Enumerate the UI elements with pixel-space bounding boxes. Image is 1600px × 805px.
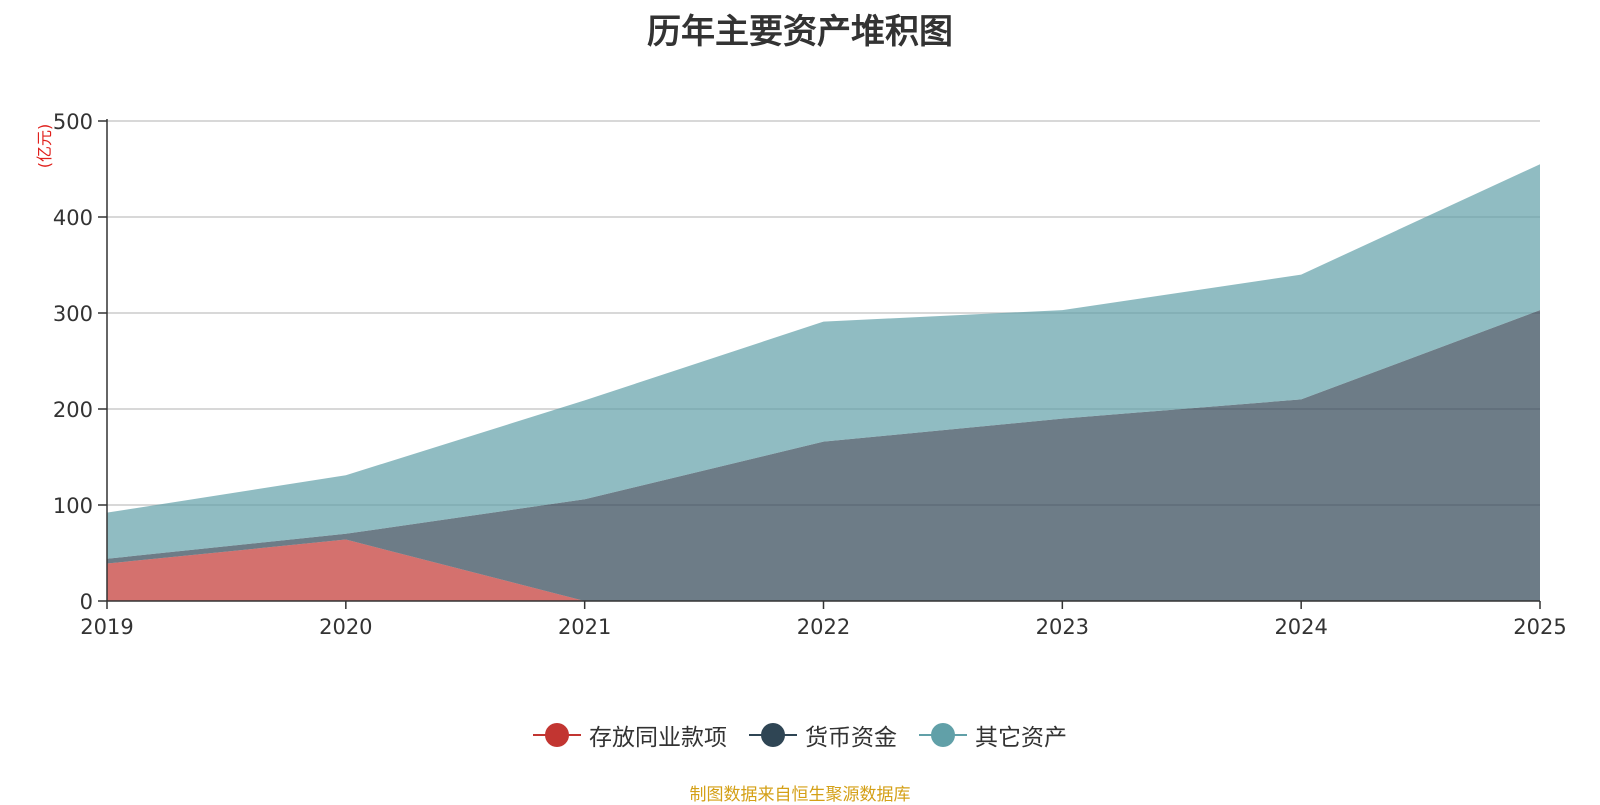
x-tick-label: 2022 — [797, 615, 850, 639]
x-tick-label: 2023 — [1036, 615, 1089, 639]
legend-item-1[interactable]: 存放同业款项 — [533, 718, 727, 752]
legend-item-2[interactable]: 货币资金 — [749, 718, 897, 752]
y-tick-label: 500 — [53, 110, 93, 134]
legend-item-3[interactable]: 其它资产 — [919, 718, 1067, 752]
x-tick-label: 2019 — [80, 615, 133, 639]
x-tick-label: 2020 — [319, 615, 372, 639]
legend-marker-icon — [919, 723, 967, 747]
area-series-3 — [107, 164, 1540, 559]
legend-label: 其它资产 — [975, 725, 1067, 751]
chart-title: 历年主要资产堆积图 — [647, 12, 953, 52]
x-tick-label: 2025 — [1513, 615, 1566, 639]
y-tick-label: 400 — [53, 206, 93, 230]
y-tick-label: 200 — [53, 398, 93, 422]
source-note: 制图数据来自恒生聚源数据库 — [689, 785, 911, 805]
x-tick-label: 2024 — [1274, 615, 1327, 639]
y-tick-label: 300 — [53, 302, 93, 326]
y-tick-label: 100 — [53, 494, 93, 518]
area-series-1 — [107, 539, 1540, 601]
legend-marker-icon — [749, 723, 797, 747]
x-tick-label: 2021 — [558, 615, 611, 639]
area-series-2 — [107, 310, 1540, 601]
legend-label: 存放同业款项 — [589, 725, 727, 751]
y-unit-label: (亿元) — [35, 124, 54, 169]
legend: 存放同业款项 货币资金 其它资产 — [0, 718, 1600, 752]
series-areas — [107, 164, 1540, 601]
axes — [98, 119, 1541, 609]
legend-marker-icon — [533, 723, 581, 747]
y-tick-label: 0 — [80, 590, 93, 614]
axis-labels: 0 100 200 300 400 500 2019 2020 2021 2022 2023 2024… — [35, 110, 1567, 639]
legend-label: 货币资金 — [805, 725, 897, 751]
